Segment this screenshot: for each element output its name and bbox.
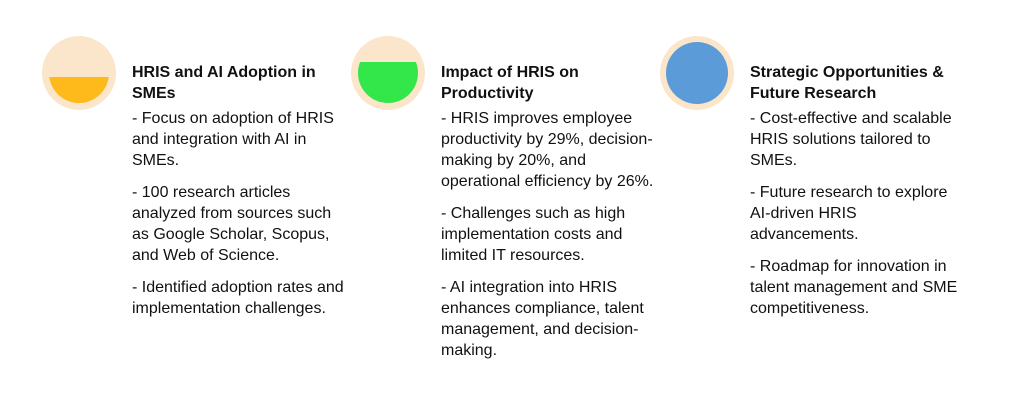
column-content: Strategic Opportunities & Future Researc… bbox=[750, 62, 965, 330]
half-filled-circle-icon bbox=[42, 36, 116, 110]
bullet-point: - Future research to explore AI-driven H… bbox=[750, 184, 948, 243]
bullet-point: - HRIS improves employee productivity by… bbox=[441, 110, 654, 190]
mostly-filled-circle-icon bbox=[351, 36, 425, 110]
column-content: Impact of HRIS on Productivity - HRIS im… bbox=[441, 62, 656, 372]
bullet-point: - Cost-effective and scalable HRIS solut… bbox=[750, 110, 952, 169]
full-circle-icon bbox=[660, 36, 734, 110]
column-content: HRIS and AI Adoption in SMEs - Focus on … bbox=[132, 62, 347, 330]
column-title: Impact of HRIS on Productivity bbox=[441, 64, 579, 102]
bullet-point: - Focus on adoption of HRIS and integrat… bbox=[132, 110, 334, 169]
column-title: Strategic Opportunities & Future Researc… bbox=[750, 64, 944, 102]
column-title: HRIS and AI Adoption in SMEs bbox=[132, 64, 316, 102]
bullet-point: - Identified adoption rates and implemen… bbox=[132, 279, 344, 317]
bullet-point: - 100 research articles analyzed from so… bbox=[132, 184, 332, 264]
bullet-point: - Challenges such as high implementation… bbox=[441, 205, 626, 264]
bullet-point: - Roadmap for innovation in talent manag… bbox=[750, 258, 958, 317]
bullet-point: - AI integration into HRIS enhances comp… bbox=[441, 279, 644, 359]
